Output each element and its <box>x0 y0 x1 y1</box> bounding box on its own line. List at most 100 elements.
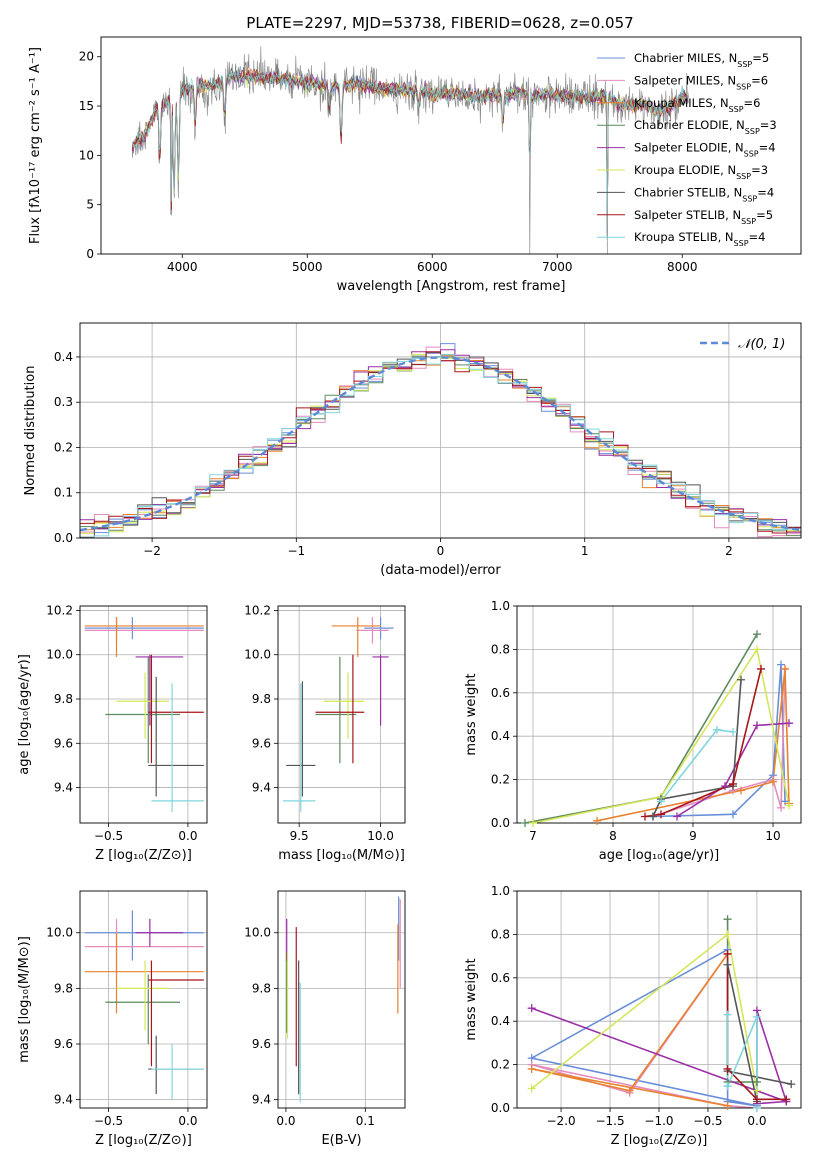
x-tick-label: −0.5 <box>94 829 123 843</box>
y-tick-label: 9.6 <box>54 736 73 750</box>
y-tick-label: 0.0 <box>54 531 73 545</box>
weight-point <box>641 812 649 821</box>
histogram-step <box>80 354 801 538</box>
normal-curve <box>80 356 801 532</box>
y-tick-label: 0.2 <box>491 1058 510 1072</box>
y-tick-label: 10.0 <box>244 648 271 662</box>
weight-point <box>782 1095 791 1104</box>
y-tick-label: 1.0 <box>491 599 510 613</box>
plot-area <box>524 633 790 823</box>
x-tick-label: −0.5 <box>94 1114 123 1128</box>
axes-frame <box>516 890 802 1109</box>
x-axis-label: Z [log₁₀(Z/Z⊙)] <box>95 848 192 863</box>
y-tick-label: 9.4 <box>252 1093 271 1107</box>
y-axis-label: mass weight <box>464 673 479 755</box>
model-spectrum-line <box>131 69 689 240</box>
y-tick-label: 9.6 <box>252 1037 271 1051</box>
plot-area <box>131 46 689 254</box>
panel-weight_vs_Z: −2.0 −1.5 −1.0 −0.5 0.0 0.0 0.2 0.4 0.6 0.8 1.0 Z [… <box>464 884 802 1148</box>
x-tick-label: 0.0 <box>178 829 197 843</box>
weight-point <box>721 782 729 791</box>
weight-point <box>673 812 681 821</box>
weight-point <box>752 1086 761 1095</box>
y-tick-label: 1.0 <box>491 884 510 898</box>
y-tick-label: 0.3 <box>54 395 73 409</box>
panel-spectrum: 4000 5000 6000 7000 8000 0 5 10 15 20 wavelength [… <box>28 36 802 294</box>
weight-point <box>729 779 737 788</box>
plot-area <box>84 617 204 812</box>
y-tick-label: 0 <box>86 247 94 261</box>
y-tick-label: 0.4 <box>54 350 73 364</box>
x-tick-label: −0.5 <box>693 1114 722 1128</box>
axes-frame <box>79 890 208 1109</box>
weight-point <box>777 803 785 812</box>
y-tick-label: 9.8 <box>54 692 73 706</box>
x-axis-label: wavelength [Angstrom, rest frame] <box>337 279 566 294</box>
weight-point <box>723 1010 732 1019</box>
y-tick-label: 9.6 <box>54 1037 73 1051</box>
y-axis-label: mass [log₁₀(M/M⊙)] <box>17 936 32 1063</box>
y-tick-label: 15 <box>79 99 94 113</box>
legend-entry: 𝒩(0, 1) <box>738 337 785 352</box>
weight-point <box>785 801 793 810</box>
axes-frame <box>516 605 802 824</box>
weight-point <box>753 721 761 730</box>
weight-point <box>785 719 793 728</box>
y-tick-label: 20 <box>79 50 94 64</box>
weight-point <box>527 1084 536 1093</box>
y-tick-label: 0.2 <box>491 773 510 787</box>
y-tick-label: 10 <box>79 148 94 162</box>
legend-entry: Kroupa MILES, NSSP=6 <box>634 96 760 114</box>
y-tick-label: 0.2 <box>54 440 73 454</box>
weight-point <box>723 930 732 939</box>
y-tick-label: 9.6 <box>252 736 271 750</box>
plot-area <box>529 919 792 1108</box>
weight-point <box>723 1064 732 1073</box>
y-tick-label: 0.6 <box>491 971 510 985</box>
x-tick-label: 9.5 <box>290 829 309 843</box>
weight-point <box>787 1080 796 1089</box>
x-axis-label: age [log₁₀(age/yr)] <box>599 848 720 863</box>
weight-point <box>723 949 732 958</box>
y-tick-label: 0.0 <box>491 816 510 830</box>
weight-point <box>527 1064 536 1073</box>
x-axis-label: Z [log₁₀(Z/Z⊙)] <box>611 1133 708 1148</box>
panel-age_vs_mass: 9.5 10.0 9.4 9.6 9.8 10.0 10.2 mass [log₁₀(M/M⊙… <box>244 603 406 863</box>
legend-entry: Chabrier MILES, NSSP=5 <box>634 51 769 69</box>
x-axis-label: mass [log₁₀(M/M⊙)] <box>278 848 405 863</box>
x-tick-label: 9 <box>689 829 697 843</box>
axes-frame <box>277 605 406 824</box>
x-tick-label: −2.0 <box>546 1114 575 1128</box>
plot-area <box>282 617 394 812</box>
legend-entry: Salpeter MILES, NSSP=6 <box>634 73 768 91</box>
y-axis-label: age [log₁₀(age/yr)] <box>17 654 32 775</box>
weight-point <box>527 1004 536 1013</box>
x-tick-label: −1 <box>287 544 305 558</box>
y-axis-label: mass weight <box>464 958 479 1040</box>
legend-entry: Chabrier STELIB, NSSP=4 <box>634 185 774 203</box>
x-tick-label: 10.0 <box>367 829 394 843</box>
y-axis-label: Normed distribution <box>23 366 38 496</box>
weight-point <box>529 819 537 827</box>
weight-point <box>593 816 601 825</box>
axes-frame <box>79 605 208 824</box>
weight-point <box>752 1095 761 1104</box>
x-tick-label: 0.0 <box>178 1114 197 1128</box>
weight-point <box>737 675 745 684</box>
legend-entry: Kroupa ELODIE, NSSP=3 <box>634 163 768 181</box>
x-tick-label: 5000 <box>292 260 323 274</box>
panel-mass_vs_Z: −0.5 0.0 9.4 9.6 9.8 10.0 Z [log₁₀(Z/Z⊙)] mass … <box>17 890 208 1148</box>
observed-spectrum-line <box>132 46 689 254</box>
x-tick-label: 2 <box>725 544 733 558</box>
y-tick-label: 5 <box>86 198 94 212</box>
x-tick-label: 7 <box>529 829 537 843</box>
plot-area <box>84 910 204 1100</box>
spectrum-legend: Chabrier MILES, NSSP=5 Salpeter MILES, NS… <box>597 51 777 248</box>
panel-residuals: −2 −1 0 1 2 0.0 0.1 0.2 0.3 0.4 (data-model)/error… <box>23 322 802 578</box>
x-axis-label: Z [log₁₀(Z/Z⊙)] <box>95 1133 192 1148</box>
y-tick-label: 9.4 <box>252 781 271 795</box>
weight-point <box>723 1082 732 1091</box>
x-tick-label: 1 <box>581 544 589 558</box>
weight-point <box>521 819 529 827</box>
